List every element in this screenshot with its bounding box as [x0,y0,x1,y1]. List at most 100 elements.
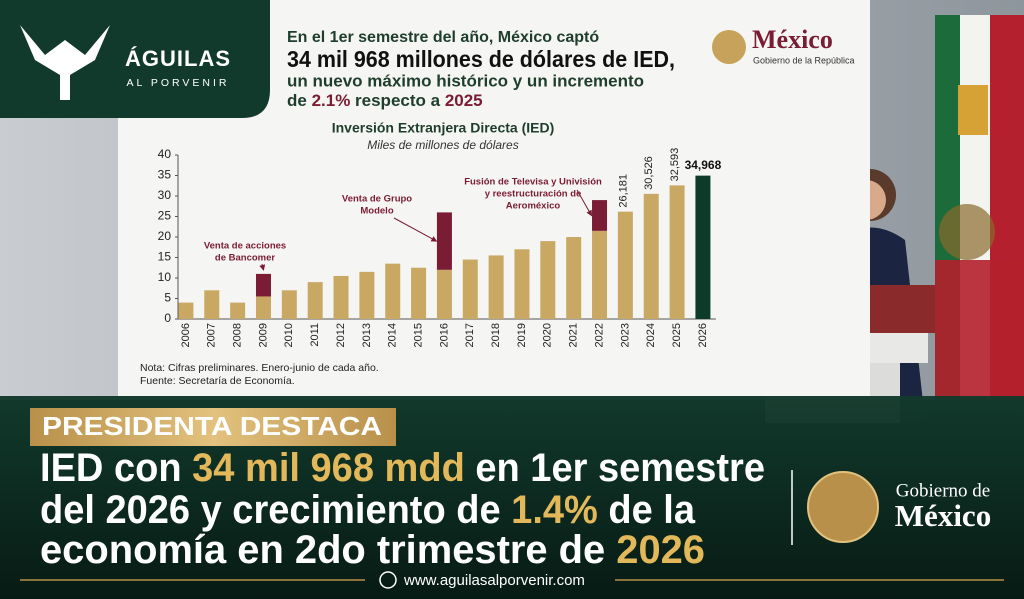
emblem [712,30,746,64]
bar [411,267,427,319]
banner-label: PRESIDENTA DESTACA [42,411,382,441]
highlight: 34 mil 968 mdd [192,446,465,490]
x-tick-label: 2019 [516,323,528,347]
bar [488,255,504,319]
bar [669,185,685,319]
banner-label-box [30,408,396,446]
x-tick-label: 2021 [568,323,580,347]
bar [255,273,271,297]
highlight: 2.1% [312,91,351,110]
x-tick-label: 2016 [438,323,450,347]
y-tick-label: 5 [164,291,171,305]
headline-line: del 2026 y crecimiento de 1.4% de la [40,488,696,532]
bar [204,290,220,319]
bar [359,271,375,319]
bar [436,212,452,270]
y-tick-label: 0 [164,311,171,325]
text: del 2026 y crecimiento de [40,488,511,532]
annotation-arrow [393,217,438,242]
x-tick-label: 2020 [542,323,554,347]
x-tick-label: 2025 [671,323,683,347]
y-tick-label: 20 [158,229,172,243]
bar [514,249,530,319]
chart-title: Inversión Extranjera Directa (IED) [332,120,555,136]
slide-headline: En el 1er semestre del año, México captó [287,29,599,46]
brand-icon [20,25,110,100]
note: Fuente: Secretaría de Economía. [140,375,295,387]
bar [385,263,401,319]
y-tick-label: 40 [158,147,172,161]
annotation-arrow [576,189,593,217]
y-tick-label: 30 [158,188,172,202]
headline-line: IED con 34 mil 968 mdd en 1er semestre [40,446,765,490]
y-tick-label: 35 [158,168,172,182]
value-label: 30,526 [643,156,655,190]
government-line1: Gobierno de [896,480,990,501]
bar [436,269,452,319]
bar [255,296,271,319]
bar [695,175,711,319]
bar [230,302,246,319]
bar [617,211,633,319]
text: respecto a [350,91,445,110]
x-tick-label: 2014 [387,323,399,347]
annotation: Venta de acciones [204,241,286,252]
value-label: 32,593 [669,148,681,182]
y-tick-label: 10 [158,270,172,284]
x-tick-label: 2012 [335,323,347,347]
x-tick-label: 2011 [309,323,321,347]
x-tick-label: 2009 [257,323,269,347]
x-tick-label: 2008 [232,323,244,347]
highlight: 2026 [616,528,705,572]
value-label: 34,968 [685,158,722,172]
x-tick-label: 2010 [283,323,295,347]
headline: IED con 34 mil 968 mdd en 1er semestrede… [40,446,765,572]
text: de [287,91,312,110]
y-tick-label: 25 [158,209,172,223]
x-tick-label: 2015 [412,323,424,347]
x-tick-label: 2024 [645,323,657,347]
government-line2: México [895,498,991,533]
bar [592,200,608,231]
bar [566,237,582,319]
bar [307,282,323,319]
flag [935,15,1024,400]
slide-headline: un nuevo máximo histórico y un increment… [287,71,644,90]
logo-sub: Gobierno de la República [753,55,855,65]
highlight: 1.4% [511,488,598,532]
slide-headline: 34 mil 968 millones de dólares de IED, [287,46,675,72]
footer-url[interactable]: www.aguilasalporvenir.com [403,572,585,589]
bar [178,302,194,319]
text: IED con [40,446,192,490]
brand-tagline: AL PORVENIR [126,77,229,89]
government-emblem [807,471,879,543]
y-tick-label: 15 [158,250,172,264]
value-label: 26,181 [617,174,629,208]
annotation: Aeroméxico [506,201,561,212]
chart-subtitle: Miles de millones de dólares [367,138,518,152]
globe-icon [379,571,397,589]
x-tick-label: 2013 [361,323,373,347]
note: Nota: Cifras preliminares. Enero-junio d… [140,362,379,374]
x-tick-label: 2006 [180,323,192,347]
bar [333,275,349,319]
logo-name: México [752,25,833,54]
x-tick-label: 2023 [619,323,631,347]
annotation: de Bancomer [215,253,275,264]
text: en 1er semestre [465,446,765,490]
annotation: Venta de Grupo [342,194,412,205]
bar [281,290,297,319]
bar [592,230,608,319]
text: economía en 2do trimestre de [40,528,616,572]
x-tick-label: 2026 [697,323,709,347]
annotation: Modelo [360,206,393,217]
x-tick-label: 2017 [464,323,476,347]
x-tick-label: 2022 [593,323,605,347]
x-tick-label: 2018 [490,323,502,347]
annotation-arrow [259,263,266,271]
bar [643,193,659,319]
text: de la [598,488,696,532]
brand-name: ÁGUILAS [125,46,231,71]
bar [462,259,478,319]
